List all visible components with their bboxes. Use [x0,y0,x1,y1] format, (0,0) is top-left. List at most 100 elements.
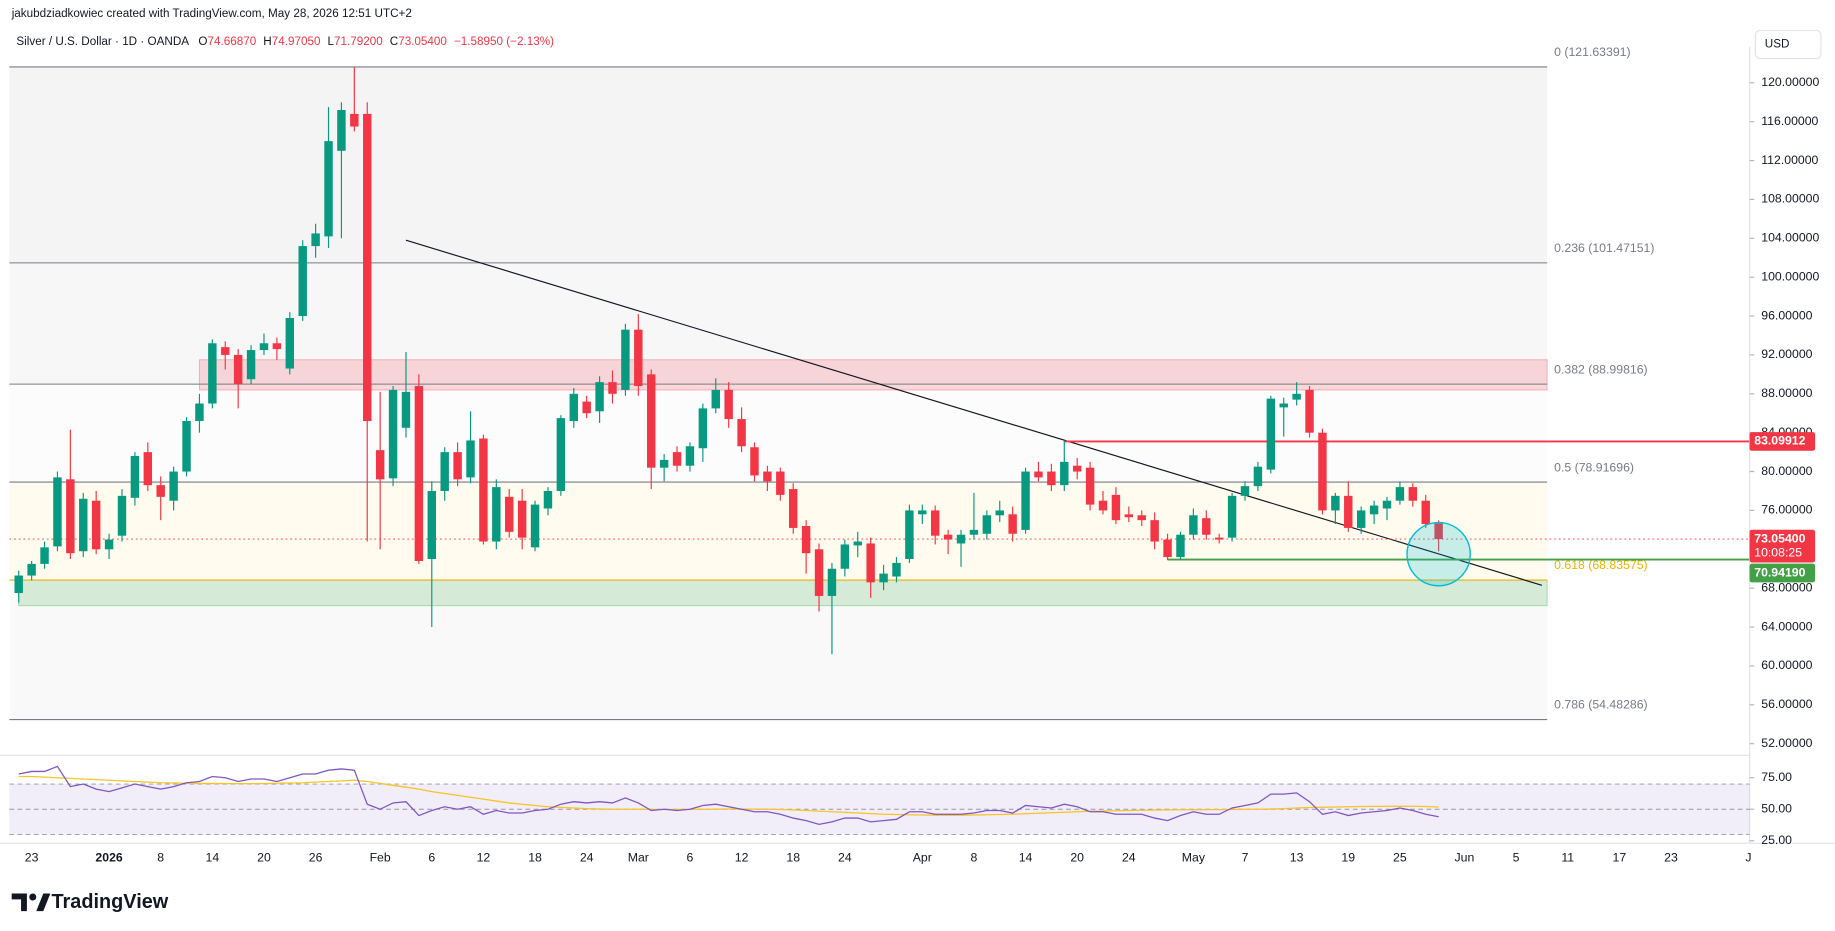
candle-body [1227,495,1237,538]
candle-body [556,418,566,491]
x-tick-label: 7 [1242,851,1249,865]
y-tick-label: 60.00000 [1761,658,1812,672]
candle-body [1047,471,1056,486]
y-tick-label: 100.00000 [1761,269,1819,283]
candle-body [582,401,591,414]
candle-body [711,389,720,409]
x-tick-label: 8 [971,851,978,865]
candle-body [621,329,630,390]
x-tick-label: 11 [1561,851,1574,865]
y-tick-label: 112.00000 [1761,153,1818,167]
candle-body [776,471,785,495]
candle-body [659,459,669,468]
candle-body [143,452,153,486]
x-tick-label: 2026 [95,851,122,865]
candle-body [1189,515,1198,535]
x-tick-label: 24 [580,851,594,865]
candle-body [1331,495,1340,511]
y-tick-label: 108.00000 [1761,192,1819,206]
candle-body [930,510,940,536]
price-label-box [1749,529,1816,563]
candle-body [1344,495,1353,528]
price-label: 73.05400 [1754,531,1805,545]
x-tick-label: Apr [913,851,932,865]
candle-body [1150,520,1159,542]
x-tick-label: 20 [257,851,271,865]
candle-body [1382,500,1392,509]
currency-button[interactable] [1754,29,1822,60]
currency[interactable]: USD [1765,38,1790,51]
candle-body [892,562,901,577]
candle-body [388,389,398,479]
candle-body [298,246,307,317]
logo-dot [29,893,37,901]
candle-body [1098,500,1108,511]
candle-body [814,549,824,596]
x-tick-label: 25 [1393,851,1407,865]
candle-body [1008,514,1017,534]
ohlc-value: 71.79200 [334,35,383,48]
candle-body [104,539,114,550]
x-tick-label: 14 [206,851,220,865]
x-tick-label: 24 [1122,851,1136,865]
main-layer [9,67,1750,655]
fib-band [9,262,1548,385]
x-tick-label: 13 [1290,851,1304,865]
candle-body [685,446,695,466]
y-tick-label: 116.00000 [1761,114,1818,128]
fib-label: 0.618 (68.83575) [1554,558,1648,572]
candle-body [1240,486,1250,496]
candle-body [1034,471,1043,478]
candle-body [169,471,178,501]
candle-body [91,500,101,550]
candle-body [1214,537,1224,540]
candle-body [156,485,165,497]
candle-body [1124,514,1134,518]
y-tick-label: 64.00000 [1761,619,1812,633]
candle-body [672,452,682,466]
x-tick-label: May [1182,851,1206,865]
candle-body [453,452,462,480]
y-tick-label: 52.00000 [1761,736,1812,750]
x-tick-label: 20 [1070,851,1084,865]
candle-body [517,500,527,538]
candle-body [350,113,359,127]
candle-body [995,510,1004,516]
candle-body [375,450,385,480]
rsi-tick-label: 25.00 [1761,833,1792,847]
candle-body [1292,393,1301,400]
candle-body [311,233,320,247]
candle-body [466,440,475,478]
price-label: 10:08:25 [1754,545,1802,559]
candle-body [543,490,553,509]
rsi-tick-label: 50.00 [1761,801,1792,815]
x-tick-label: 18 [786,851,800,865]
rsi-line [18,765,1439,826]
candle-body [337,110,346,151]
candle-body [66,479,75,554]
price-label-box [1749,432,1816,451]
y-tick-label: 92.00000 [1761,347,1812,361]
x-tick-label: Feb [370,851,391,865]
trendline [405,239,1543,586]
candle-body [737,419,746,447]
ohlc-key: L [327,35,334,48]
fib-band [9,66,1548,263]
candle-body [195,403,204,422]
candle-body [569,393,578,422]
candle-body [14,575,23,594]
candle-body [272,343,282,350]
y-tick-label: 104.00000 [1761,231,1819,245]
x-tick-label: 8 [157,851,164,865]
candle-body [492,487,501,542]
x-tick-label: 12 [477,851,491,865]
y-tick-label: 68.00000 [1761,580,1812,594]
candle-body [969,529,979,535]
candle-body [943,534,953,540]
candle-body [40,547,49,564]
candle-body [647,374,656,468]
x-tick-label: 23 [25,851,39,865]
candle-body [956,534,966,544]
y-tick-label: 96.00000 [1761,308,1812,322]
